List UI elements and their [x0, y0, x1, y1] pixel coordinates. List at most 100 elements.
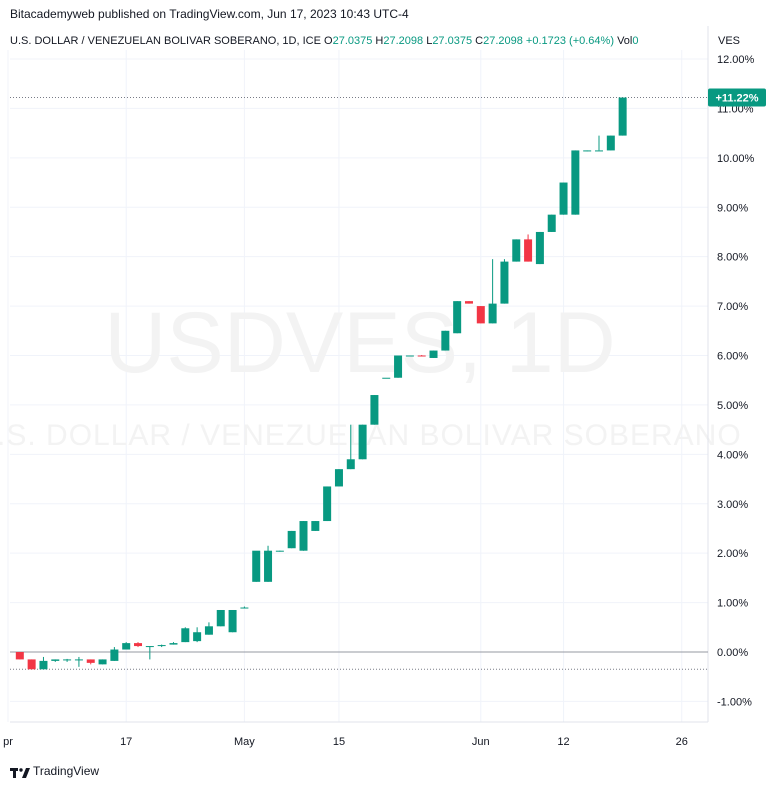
y-tick-label: 9.00% [717, 202, 748, 214]
candle-body [252, 550, 261, 582]
candle [583, 150, 592, 152]
candle [181, 627, 190, 643]
candle-body [15, 652, 24, 660]
y-tick-label: 1.00% [717, 598, 748, 610]
currency-label: VES [718, 35, 741, 47]
candle-body [547, 214, 556, 232]
candle-body [74, 659, 83, 661]
candle-body [524, 239, 533, 262]
candle [405, 355, 414, 357]
candle-body [110, 649, 119, 661]
x-tick-label: pr [3, 736, 13, 748]
candle-body [417, 355, 426, 357]
y-tick-label: 12.00% [717, 54, 755, 66]
candle [157, 644, 166, 648]
candle-body [51, 659, 60, 661]
candle [145, 646, 154, 660]
candle-body [334, 469, 343, 487]
symbol-title[interactable]: U.S. DOLLAR / VENEZUELAN BOLIVAR SOBERAN… [10, 35, 321, 47]
y-tick-label: 4.00% [717, 449, 748, 461]
x-tick-label: 15 [333, 736, 345, 748]
candle [311, 521, 320, 531]
candle [500, 259, 509, 304]
candle-body [86, 659, 95, 663]
candle [559, 182, 568, 215]
candle [216, 609, 225, 627]
candle-body [583, 150, 592, 152]
y-tick-label: 0.00% [717, 647, 748, 659]
volume-value: 0 [632, 35, 639, 47]
footer-brand[interactable]: TradingView [10, 764, 99, 778]
watermark-symbol: USDVES, 1D [104, 295, 615, 391]
volume-label: Vol [617, 35, 633, 47]
candle [618, 97, 627, 136]
candle-body [606, 135, 615, 151]
candle [606, 135, 615, 151]
candle-body [311, 521, 320, 531]
candle-body [204, 626, 213, 635]
footer-brand-text: TradingView [33, 764, 100, 778]
candle [39, 656, 48, 670]
watermark-name: U.S. DOLLAR / VENEZUELAN BOLIVAR SOBERAN… [0, 419, 742, 452]
candle [228, 609, 237, 633]
candle [27, 659, 36, 670]
candle-body [145, 646, 154, 648]
candle-body [618, 97, 627, 136]
y-tick-label: 8.00% [717, 252, 748, 264]
candle-body [429, 350, 438, 358]
y-tick-label: 6.00% [717, 351, 748, 363]
candle-body [323, 486, 332, 522]
candle-body [382, 377, 391, 379]
time-axis: pr 17 May 15 Jun 12 26 [3, 736, 688, 748]
candle-body [122, 643, 131, 650]
last-value-badge [708, 88, 766, 107]
x-tick-label: 17 [120, 736, 132, 748]
candle-body [27, 659, 36, 670]
candle [334, 469, 343, 487]
candle-body [595, 150, 603, 152]
candle [169, 642, 178, 645]
candle [15, 652, 24, 660]
candle [252, 550, 261, 582]
candle [193, 627, 202, 643]
candle [476, 306, 485, 324]
candle-body [264, 550, 273, 582]
publisher-line: Bitacademyweb published on TradingView.c… [10, 7, 409, 21]
candle-body [299, 521, 308, 551]
candle [464, 301, 473, 304]
candle-body [488, 303, 497, 324]
candle [394, 355, 403, 378]
last-value-label: +11.22% [715, 93, 758, 105]
candle-body [464, 301, 473, 304]
candle [264, 545, 273, 582]
y-tick-label: 5.00% [717, 400, 748, 412]
candle [429, 350, 438, 358]
candle [370, 395, 379, 425]
candle [441, 330, 450, 351]
candle [547, 214, 556, 232]
candle [134, 642, 143, 648]
price-axis: 12.00%11.00%10.00%9.00%8.00%7.00%6.00%5.… [717, 54, 755, 708]
candle-body [240, 607, 249, 609]
candle-body [441, 330, 450, 351]
last-value-label-group: +11.22% [708, 88, 766, 107]
candle-body [370, 395, 379, 425]
change-value: +0.1723 (+0.64%) [525, 35, 614, 47]
candle-body [228, 609, 237, 633]
y-tick-label: 10.00% [717, 153, 755, 165]
x-tick-label: Jun [472, 736, 490, 748]
symbol-info-bar: U.S. DOLLAR / VENEZUELAN BOLIVAR SOBERAN… [10, 35, 718, 49]
candle [204, 622, 213, 635]
candle-body [98, 659, 107, 665]
candle-body [358, 424, 367, 460]
candle [323, 486, 332, 522]
candle-body [287, 530, 296, 549]
candle-body [512, 239, 521, 262]
candle-body [157, 645, 166, 647]
candle-body [500, 261, 509, 304]
candle [417, 355, 426, 357]
candle-body [535, 231, 544, 265]
candle [74, 656, 83, 667]
reference-lines [10, 26, 709, 723]
